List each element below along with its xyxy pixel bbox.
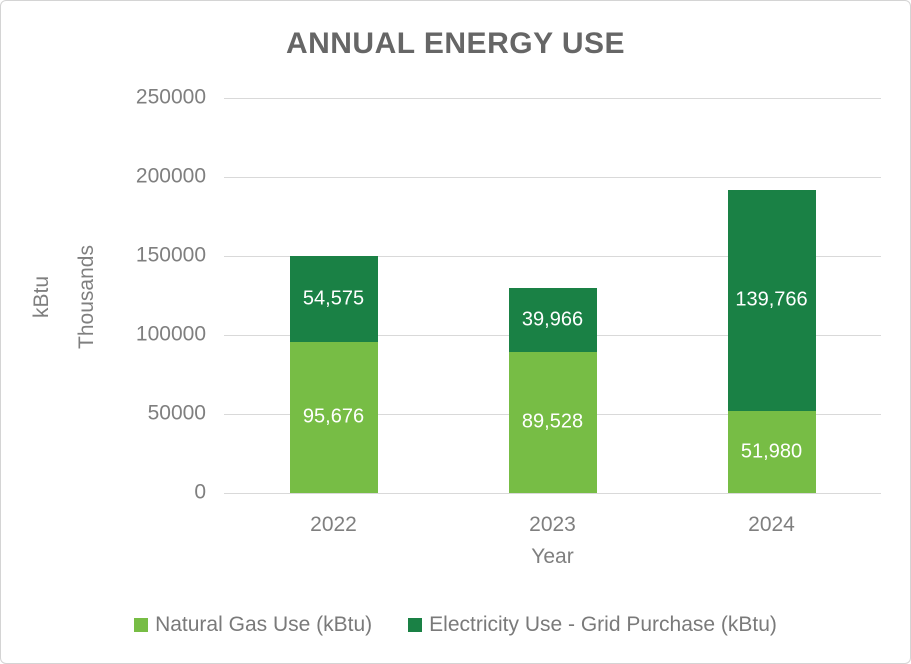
bar-2022: 95,676 54,575 bbox=[289, 98, 378, 493]
y-tick-label: 250000 bbox=[135, 85, 206, 109]
gridline bbox=[224, 176, 881, 178]
data-label: 139,766 bbox=[735, 288, 808, 311]
gridline bbox=[224, 492, 881, 494]
data-label: 51,980 bbox=[740, 440, 803, 463]
chart-title: ANNUAL ENERGY USE bbox=[285, 27, 626, 60]
x-tick-label-2022: 2022 bbox=[310, 513, 357, 536]
data-label: 39,966 bbox=[521, 308, 584, 331]
x-axis-title: Year bbox=[531, 545, 574, 568]
legend-label-electricity: Electricity Use - Grid Purchase (kBtu) bbox=[429, 613, 777, 636]
bar-2024: 51,980 139,766 bbox=[727, 98, 816, 493]
x-tick-label-2023: 2023 bbox=[529, 513, 576, 536]
bar-segment-natural-gas-2022: 95,676 bbox=[289, 341, 378, 493]
y-axis-title-units: kBtu bbox=[30, 275, 53, 319]
gridline bbox=[224, 255, 881, 257]
gridline bbox=[224, 97, 881, 99]
bar-segment-natural-gas-2024: 51,980 bbox=[727, 410, 816, 493]
y-tick-label: 0 bbox=[194, 480, 206, 504]
data-label: 89,528 bbox=[521, 410, 584, 433]
legend-item-natural-gas: Natural Gas Use (kBtu) bbox=[134, 613, 372, 637]
legend-swatch-electricity-icon bbox=[408, 618, 423, 632]
bar-segment-electricity-2022: 54,575 bbox=[289, 255, 378, 342]
y-tick-label: 200000 bbox=[135, 164, 206, 188]
data-label: 95,676 bbox=[302, 405, 365, 428]
legend: Natural Gas Use (kBtu) Electricity Use -… bbox=[1, 613, 910, 637]
y-tick-label: 100000 bbox=[135, 322, 206, 346]
bar-2023: 89,528 39,966 bbox=[508, 98, 597, 493]
bar-segment-natural-gas-2023: 89,528 bbox=[508, 351, 597, 493]
data-label: 54,575 bbox=[302, 287, 365, 310]
x-tick-label-2024: 2024 bbox=[748, 513, 795, 536]
y-axis-title-scale: Thousands bbox=[75, 245, 98, 349]
legend-swatch-natural-gas-icon bbox=[134, 618, 149, 632]
plot-area: 95,676 54,575 89,528 39,966 51,980 139,766 bbox=[224, 97, 881, 494]
bar-segment-electricity-2024: 139,766 bbox=[727, 190, 816, 411]
legend-label-natural-gas: Natural Gas Use (kBtu) bbox=[155, 613, 373, 636]
y-tick-label: 150000 bbox=[135, 243, 206, 267]
bar-segment-electricity-2023: 39,966 bbox=[508, 288, 597, 352]
y-tick-label: 50000 bbox=[147, 401, 206, 425]
legend-item-electricity: Electricity Use - Grid Purchase (kBtu) bbox=[408, 613, 777, 637]
